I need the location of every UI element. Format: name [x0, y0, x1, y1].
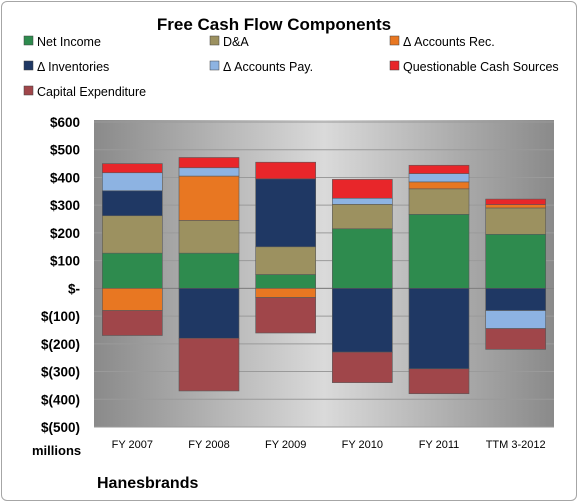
y-tick-label: $600 — [50, 115, 80, 130]
legend-label-questionable-cash-sources: Questionable Cash Sources — [403, 60, 559, 74]
legend-swatch-accounts-pay — [209, 60, 220, 71]
y-tick-label: $(100) — [41, 309, 80, 324]
y-tick-label: $(400) — [41, 392, 80, 407]
bar-segment-net-income-fy-2008 — [178, 252, 240, 289]
legend: Net Income D&A Δ Accounts Rec. Δ Inventorie… — [23, 35, 559, 99]
bar-segment-accounts-pay-ttm-3-2012 — [485, 310, 546, 329]
bar-segment-accounts-pay-fy-2007 — [102, 172, 163, 192]
bar-segment-capital-expenditure-fy-2008 — [178, 337, 240, 392]
bar-segment-d-a-fy-2009 — [255, 246, 316, 275]
y-tick-label: $- — [68, 281, 80, 296]
y-tick-label: $100 — [50, 254, 80, 269]
units-label: millions — [32, 443, 81, 458]
gridlines — [94, 121, 554, 428]
legend-swatch-capital-expenditure — [23, 85, 34, 96]
bar-segment-inventories-fy-2008 — [178, 288, 240, 339]
bar-segment-capital-expenditure-fy-2011 — [408, 368, 470, 395]
bar-segment-net-income-fy-2010 — [332, 228, 393, 289]
legend-label-accounts-pay: Δ Accounts Pay. — [223, 60, 313, 74]
bar-segment-accounts-pay-fy-2011 — [408, 173, 470, 183]
bar-segment-net-income-fy-2007 — [102, 252, 163, 289]
company-name: Hanesbrands — [97, 475, 198, 492]
y-tick-label: $(200) — [41, 337, 80, 352]
legend-swatch-d-a — [209, 35, 220, 46]
bar-segment-capital-expenditure-fy-2009 — [255, 297, 316, 334]
y-tick-label: $(500) — [41, 420, 80, 435]
bar-segment-capital-expenditure-ttm-3-2012 — [485, 328, 546, 350]
bar-segment-d-a-fy-2010 — [332, 204, 393, 230]
bar-segment-accounts-rec-fy-2009 — [255, 288, 316, 298]
y-tick-label: $300 — [50, 198, 80, 213]
bar-segment-accounts-rec-fy-2007 — [102, 288, 163, 311]
bar-segment-inventories-fy-2009 — [255, 178, 316, 248]
bar-segment-d-a-fy-2007 — [102, 215, 163, 254]
bar-segment-accounts-rec-ttm-3-2012 — [485, 204, 546, 209]
x-tick-label: FY 2008 — [188, 439, 229, 451]
bar-segment-net-income-fy-2009 — [255, 274, 316, 289]
plot-area — [94, 120, 554, 427]
bar-segment-questionable-cash-sources-fy-2011 — [408, 164, 470, 174]
x-tick-label: FY 2011 — [419, 439, 460, 451]
legend-label-inventories: Δ Inventories — [37, 60, 109, 74]
legend-label-accounts-rec: Δ Accounts Rec. — [403, 35, 495, 49]
bar-segment-capital-expenditure-fy-2010 — [332, 351, 393, 383]
bar-segment-inventories-fy-2011 — [408, 288, 470, 370]
bar-segment-accounts-rec-fy-2008 — [178, 175, 240, 221]
bar-segment-d-a-ttm-3-2012 — [485, 207, 546, 235]
bar-segment-inventories-fy-2007 — [102, 190, 163, 217]
bar-segment-accounts-pay-fy-2008 — [178, 167, 240, 177]
bar-segment-questionable-cash-sources-fy-2008 — [178, 157, 240, 169]
legend-label-capital-expenditure: Capital Expenditure — [37, 85, 146, 99]
legend-label-net-income: Net Income — [37, 35, 101, 49]
x-tick-label: FY 2007 — [112, 439, 153, 451]
x-tick-label: FY 2009 — [265, 439, 306, 451]
legend-swatch-questionable-cash-sources — [389, 60, 400, 71]
legend-swatch-inventories — [23, 60, 34, 71]
bar-segment-d-a-fy-2011 — [408, 188, 470, 215]
x-axis: FY 2007 FY 2008 FY 2009 FY 2010 FY 2011 TTM 3… — [112, 439, 546, 451]
bar-segment-inventories-fy-2010 — [332, 288, 393, 353]
y-axis: $600 $500 $400 $300 $200 $100 $- $(100) $(200) $(… — [41, 115, 80, 435]
bar-segment-accounts-rec-fy-2011 — [408, 181, 470, 190]
x-tick-label: FY 2010 — [342, 439, 383, 451]
bar-segment-net-income-ttm-3-2012 — [485, 233, 546, 289]
bars — [102, 157, 546, 395]
y-tick-label: $(300) — [41, 365, 80, 380]
bar-segment-questionable-cash-sources-fy-2009 — [255, 161, 316, 180]
legend-swatch-net-income — [23, 35, 34, 46]
y-tick-label: $400 — [50, 170, 80, 185]
bar-segment-questionable-cash-sources-fy-2010 — [332, 179, 393, 199]
bar-segment-d-a-fy-2008 — [178, 220, 240, 254]
bar-segment-questionable-cash-sources-fy-2007 — [102, 163, 163, 174]
bar-segment-accounts-pay-fy-2010 — [332, 197, 393, 205]
y-tick-label: $200 — [50, 226, 80, 241]
bar-segment-questionable-cash-sources-ttm-3-2012 — [485, 198, 546, 205]
bar-segment-net-income-fy-2011 — [408, 214, 470, 289]
x-tick-label: TTM 3-2012 — [486, 439, 546, 451]
legend-swatch-accounts-rec — [389, 35, 400, 46]
bar-segment-capital-expenditure-fy-2007 — [102, 310, 163, 336]
legend-label-d-a: D&A — [223, 35, 249, 49]
bar-segment-inventories-ttm-3-2012 — [485, 288, 546, 311]
chart-title: Free Cash Flow Components — [157, 15, 391, 34]
y-tick-label: $500 — [50, 143, 80, 158]
